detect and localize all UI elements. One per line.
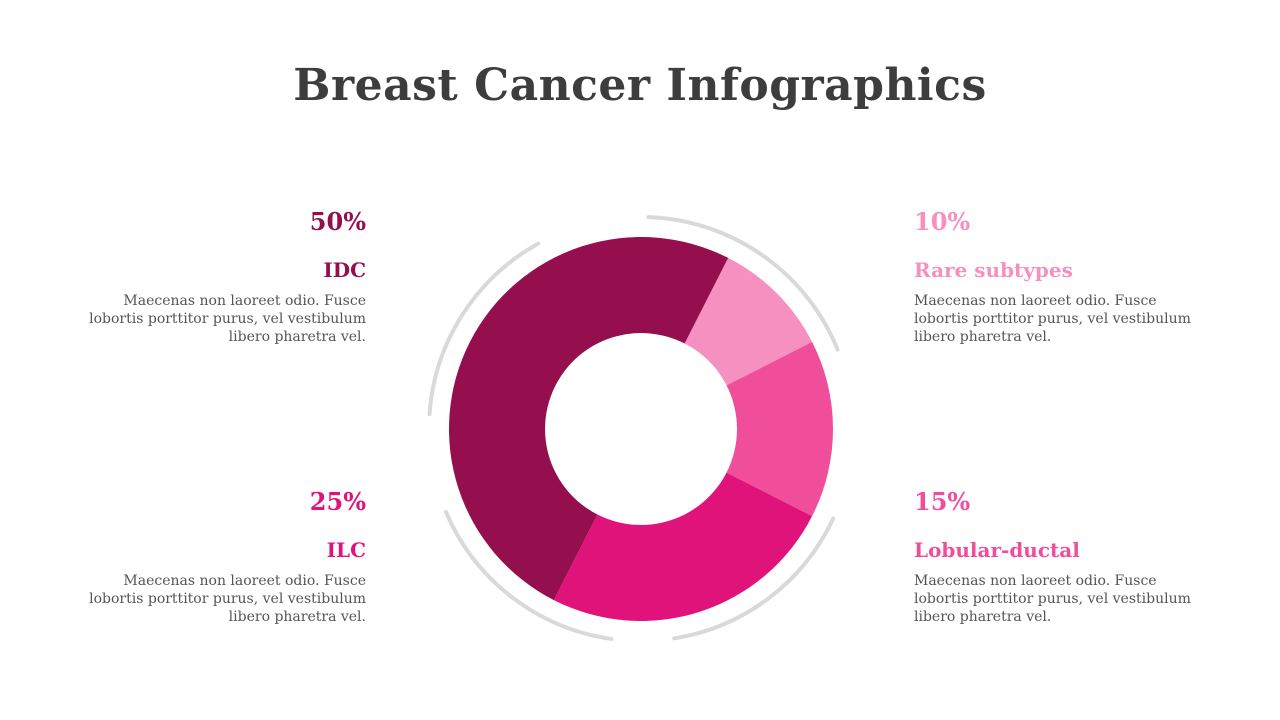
rare-subtypes-description: Maecenas non laoreet odio. Fusce loborti… bbox=[914, 293, 1191, 345]
idc-percentage: 50% bbox=[309, 207, 366, 236]
rare-subtypes-label: Rare subtypes bbox=[914, 258, 1073, 282]
legend-item-lobular-ductal: 15% Lobular-ductal Maecenas non laoreet … bbox=[914, 488, 1214, 626]
slice-ilc bbox=[553, 472, 813, 621]
outer-ring-arc bbox=[443, 509, 614, 641]
lobular-ductal-percentage: 15% bbox=[914, 487, 971, 516]
donut-slices bbox=[448, 237, 834, 621]
legend-item-rare-subtypes: 10% Rare subtypes Maecenas non laoreet o… bbox=[914, 208, 1214, 346]
slice-lobular-ductal bbox=[726, 341, 834, 517]
legend-item-idc: 50% IDC Maecenas non laoreet odio. Fusce… bbox=[66, 208, 366, 346]
lobular-ductal-label: Lobular-ductal bbox=[914, 538, 1080, 562]
slice-rare-subtypes bbox=[684, 257, 813, 386]
lobular-ductal-description: Maecenas non laoreet odio. Fusce loborti… bbox=[914, 573, 1191, 625]
outer-ring-arc bbox=[672, 516, 836, 641]
idc-description: Maecenas non laoreet odio. Fusce loborti… bbox=[89, 293, 366, 345]
slice-idc bbox=[448, 237, 729, 601]
ilc-percentage: 25% bbox=[309, 487, 366, 516]
ilc-label: ILC bbox=[326, 538, 366, 562]
slide-title: Breast Cancer Infographics bbox=[293, 60, 987, 111]
outer-ring-arc bbox=[646, 215, 840, 352]
idc-label: IDC bbox=[323, 258, 366, 282]
rare-subtypes-percentage: 10% bbox=[914, 207, 971, 236]
legend-item-ilc: 25% ILC Maecenas non laoreet odio. Fusce… bbox=[66, 488, 366, 626]
decorative-outer-ring bbox=[427, 215, 840, 641]
outer-ring-arc bbox=[427, 241, 541, 417]
ilc-description: Maecenas non laoreet odio. Fusce loborti… bbox=[89, 573, 366, 625]
